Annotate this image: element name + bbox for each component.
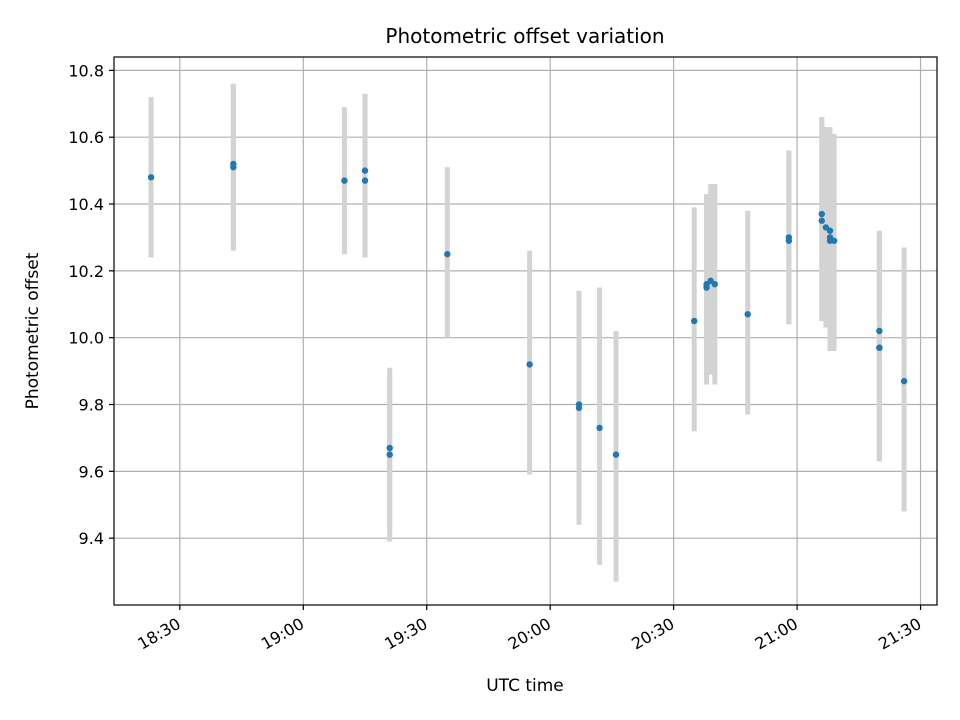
data-point — [386, 444, 393, 452]
data-point — [341, 177, 348, 184]
data-point — [230, 164, 237, 171]
data-point — [526, 361, 533, 368]
data-point — [444, 250, 451, 258]
y-tick-label: 9.4 — [79, 529, 104, 548]
data-point — [691, 317, 698, 325]
y-tick-label: 9.8 — [79, 396, 104, 415]
data-point — [386, 451, 393, 458]
data-point — [876, 327, 883, 335]
data-point — [575, 404, 583, 412]
data-point — [744, 311, 751, 318]
data-point — [147, 174, 155, 181]
data-point — [361, 167, 369, 174]
y-axis-label: Photometric offset — [23, 252, 43, 409]
y-tick-label: 10.2 — [68, 262, 104, 281]
data-point — [876, 344, 883, 351]
data-point — [711, 281, 718, 288]
x-axis-label: UTC time — [486, 676, 564, 696]
y-tick-label: 10.0 — [68, 329, 104, 348]
data-point — [596, 424, 603, 432]
grid-lines — [114, 57, 937, 605]
chart-title: Photometric offset variation — [385, 24, 664, 48]
y-tick-label: 9.6 — [79, 462, 104, 481]
data-point — [830, 237, 838, 244]
data-point — [826, 227, 834, 234]
y-tick-label: 10.4 — [68, 195, 104, 214]
data-point — [818, 210, 825, 218]
data-points — [147, 160, 908, 458]
plot-frame — [113, 56, 938, 606]
data-point — [361, 177, 369, 184]
data-point — [612, 451, 620, 458]
y-axis-ticks: 9.4 9.6 9.8 10.0 10.2 10.4 10.6 10.8 — [68, 61, 114, 548]
y-tick-label: 10.8 — [68, 61, 104, 80]
y-tick-label: 10.6 — [68, 128, 104, 147]
data-point — [785, 237, 793, 244]
data-point — [900, 377, 908, 385]
data-point — [818, 217, 825, 224]
